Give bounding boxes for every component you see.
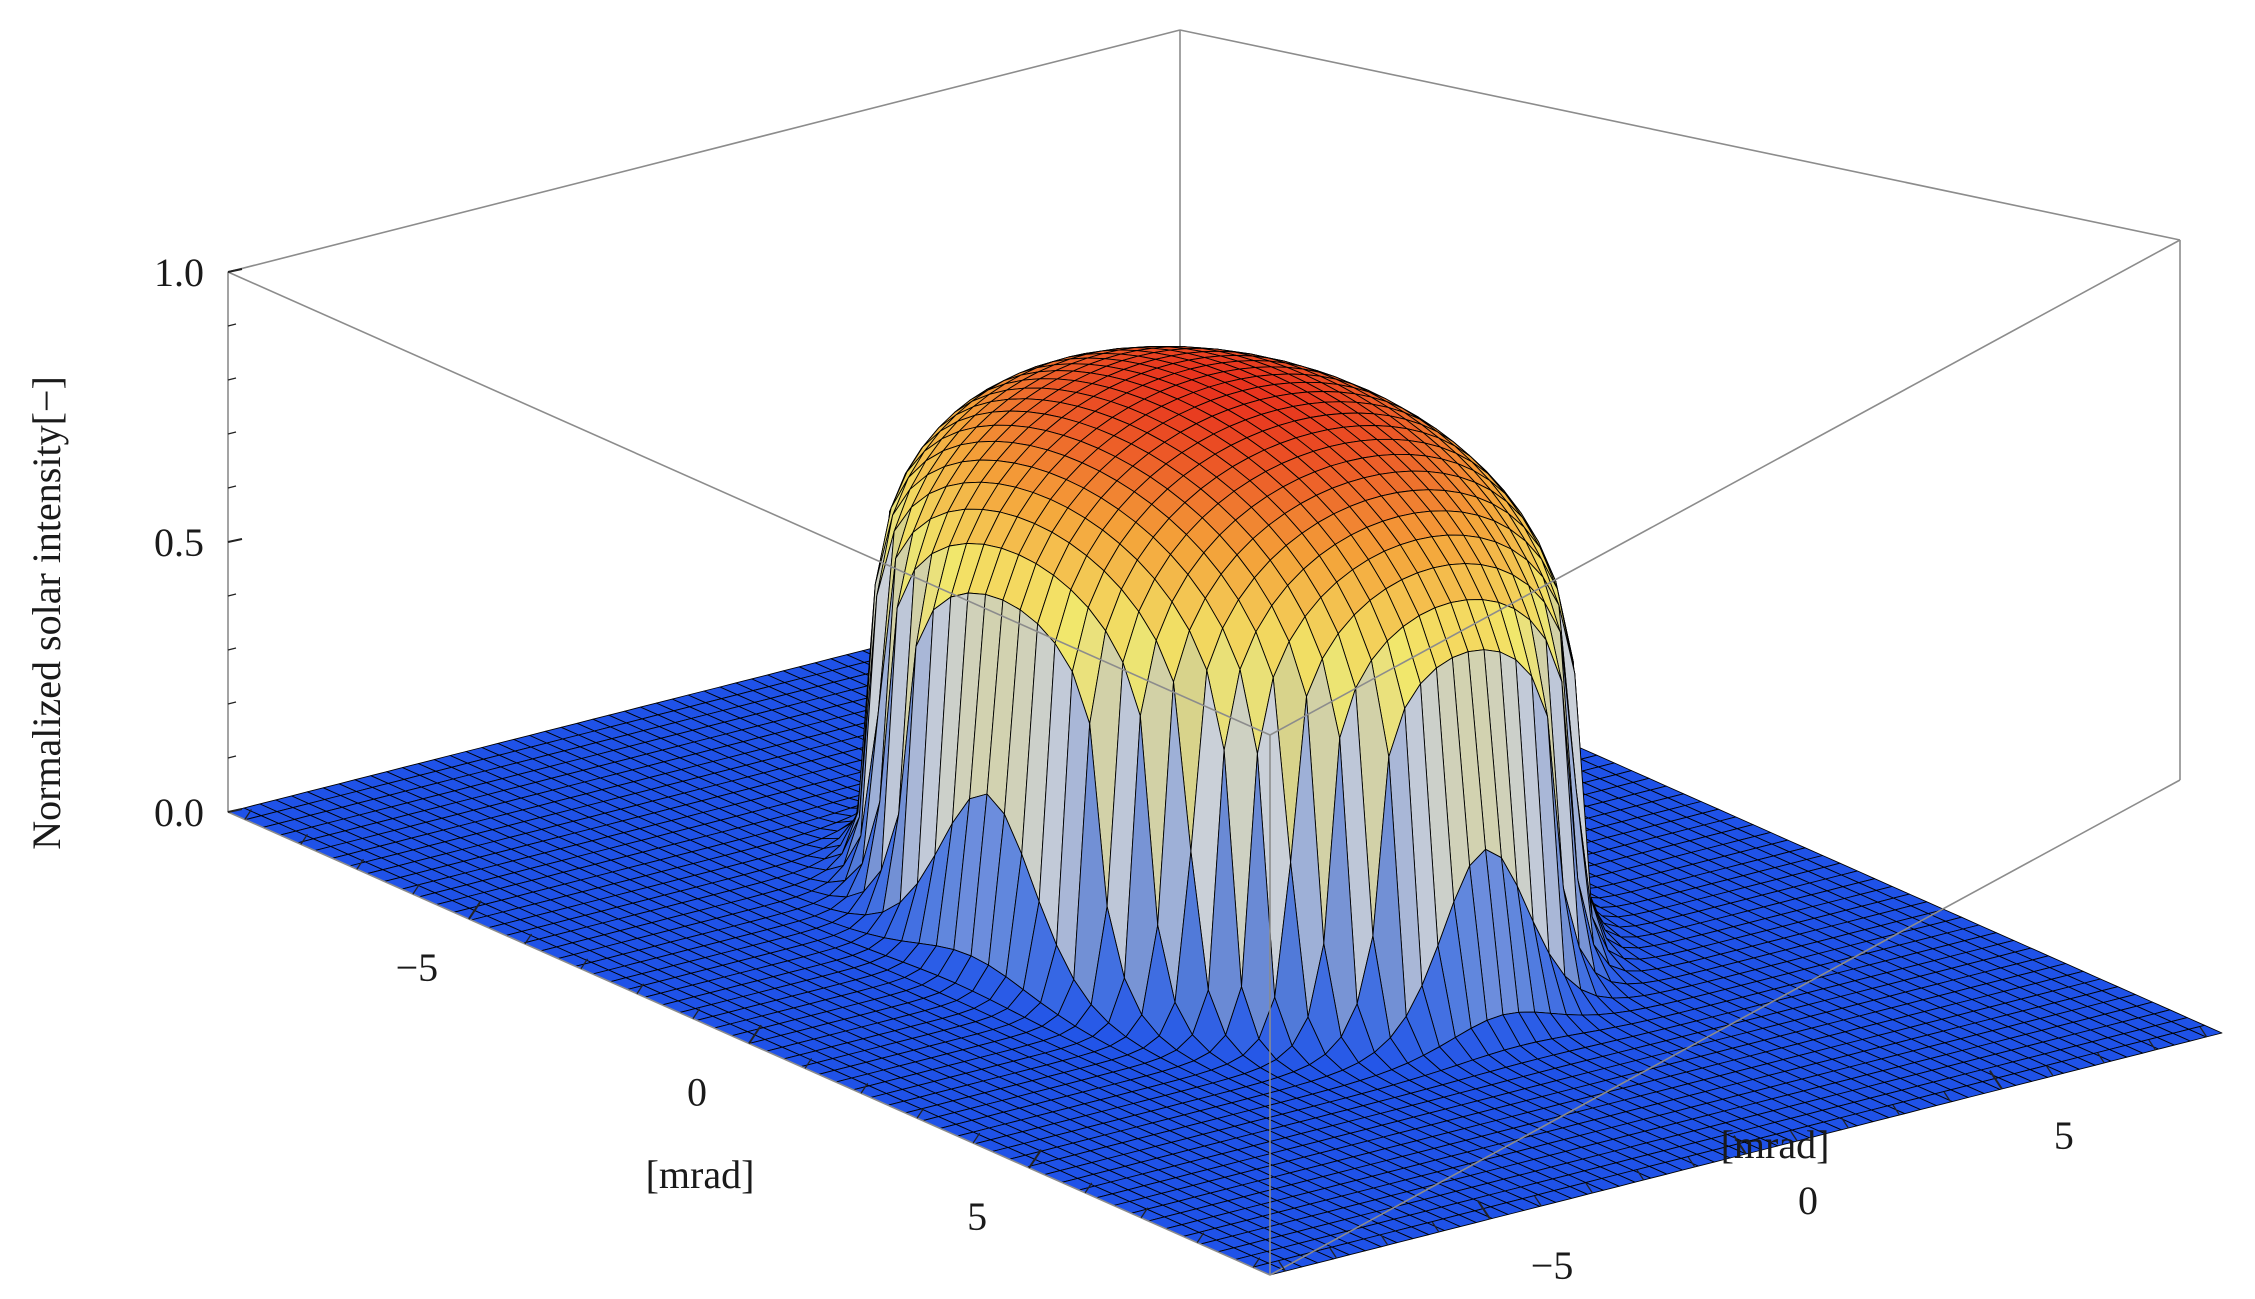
z-minor-tick bbox=[227, 485, 237, 489]
y-tick-label: 0 bbox=[1798, 1178, 1818, 1223]
y-minor-tick bbox=[1841, 1117, 1849, 1129]
z-tick-label: 0.5 bbox=[154, 520, 204, 565]
x-tick-mark bbox=[748, 1024, 762, 1045]
x-minor-tick bbox=[860, 1082, 869, 1094]
x-minor-tick bbox=[580, 958, 589, 970]
y-minor-tick bbox=[1687, 1156, 1696, 1168]
y-minor-tick bbox=[1636, 1169, 1645, 1181]
z-minor-tick bbox=[227, 269, 237, 273]
x-minor-tick bbox=[1196, 1232, 1205, 1243]
x-minor-tick bbox=[356, 858, 364, 870]
z-minor-tick bbox=[227, 377, 237, 381]
y-tick-label: −5 bbox=[1531, 1243, 1574, 1288]
axis-labels: Normalized solar intensity[−] [mrad] [mr… bbox=[24, 376, 1829, 1197]
x-axis-title: [mrad] bbox=[646, 1152, 755, 1197]
z-minor-tick bbox=[227, 593, 237, 597]
y-minor-tick bbox=[1380, 1234, 1389, 1246]
box-edge-top-back-right bbox=[1179, 29, 2181, 241]
box-edge-top-front-left bbox=[227, 271, 1271, 736]
y-minor-tick bbox=[1585, 1182, 1593, 1194]
axis-ticks: 0.0 0.5 1.0 −5 0 5 −5 0 5 bbox=[154, 250, 2208, 1288]
z-minor-tick bbox=[227, 755, 237, 759]
y-tick-mark bbox=[1733, 1135, 1747, 1155]
bounding-box-back bbox=[227, 29, 2181, 812]
y-minor-tick bbox=[2097, 1052, 2105, 1064]
y-tick-mark bbox=[1988, 1070, 2003, 1090]
y-minor-tick bbox=[1329, 1247, 1338, 1259]
box-edge-top-back-left bbox=[227, 29, 1181, 273]
x-minor-tick bbox=[524, 933, 533, 945]
x-minor-tick bbox=[244, 809, 252, 820]
x-minor-tick bbox=[972, 1132, 981, 1144]
x-minor-tick bbox=[300, 834, 308, 845]
z-tick-label: 0.0 bbox=[154, 790, 204, 835]
x-minor-tick bbox=[412, 883, 421, 895]
x-minor-tick bbox=[636, 983, 645, 995]
y-minor-tick bbox=[2045, 1065, 2054, 1077]
z-minor-tick bbox=[227, 647, 237, 651]
y-minor-tick bbox=[1278, 1260, 1286, 1272]
x-minor-tick bbox=[804, 1058, 813, 1069]
x-tick-mark bbox=[1028, 1149, 1043, 1169]
x-tick-label: 5 bbox=[967, 1194, 987, 1239]
z-tick-mark bbox=[227, 538, 243, 543]
x-tick-label: −5 bbox=[396, 945, 439, 990]
x-minor-tick bbox=[1252, 1257, 1261, 1268]
z-minor-tick bbox=[227, 431, 237, 435]
z-axis-title: Normalized solar intensity[−] bbox=[24, 376, 69, 850]
y-minor-tick bbox=[1790, 1130, 1798, 1142]
box-edge-top-front-right bbox=[1269, 239, 2181, 736]
box-edge-floor-front-right bbox=[1269, 779, 2181, 1276]
z-minor-tick bbox=[227, 323, 237, 327]
intensity-surface bbox=[227, 345, 2223, 1276]
x-minor-tick bbox=[1140, 1207, 1149, 1219]
y-tick-label: 5 bbox=[2054, 1113, 2074, 1158]
x-tick-mark bbox=[468, 900, 482, 920]
y-minor-tick bbox=[2148, 1039, 2157, 1051]
x-tick-label: 0 bbox=[687, 1070, 707, 1115]
z-tick-mark bbox=[227, 808, 243, 813]
y-axis-title: [mrad] bbox=[1721, 1122, 1830, 1167]
y-minor-tick bbox=[1943, 1091, 1952, 1103]
y-minor-tick bbox=[1534, 1195, 1542, 1207]
y-minor-tick bbox=[2199, 1026, 2208, 1038]
y-minor-tick bbox=[1431, 1221, 1440, 1233]
z-minor-tick bbox=[227, 701, 237, 705]
x-minor-tick bbox=[1084, 1182, 1093, 1194]
z-tick-label: 1.0 bbox=[154, 250, 204, 295]
y-tick-mark bbox=[1477, 1200, 1491, 1220]
x-minor-tick bbox=[692, 1008, 701, 1019]
x-minor-tick bbox=[916, 1107, 925, 1119]
y-minor-tick bbox=[1892, 1104, 1901, 1116]
